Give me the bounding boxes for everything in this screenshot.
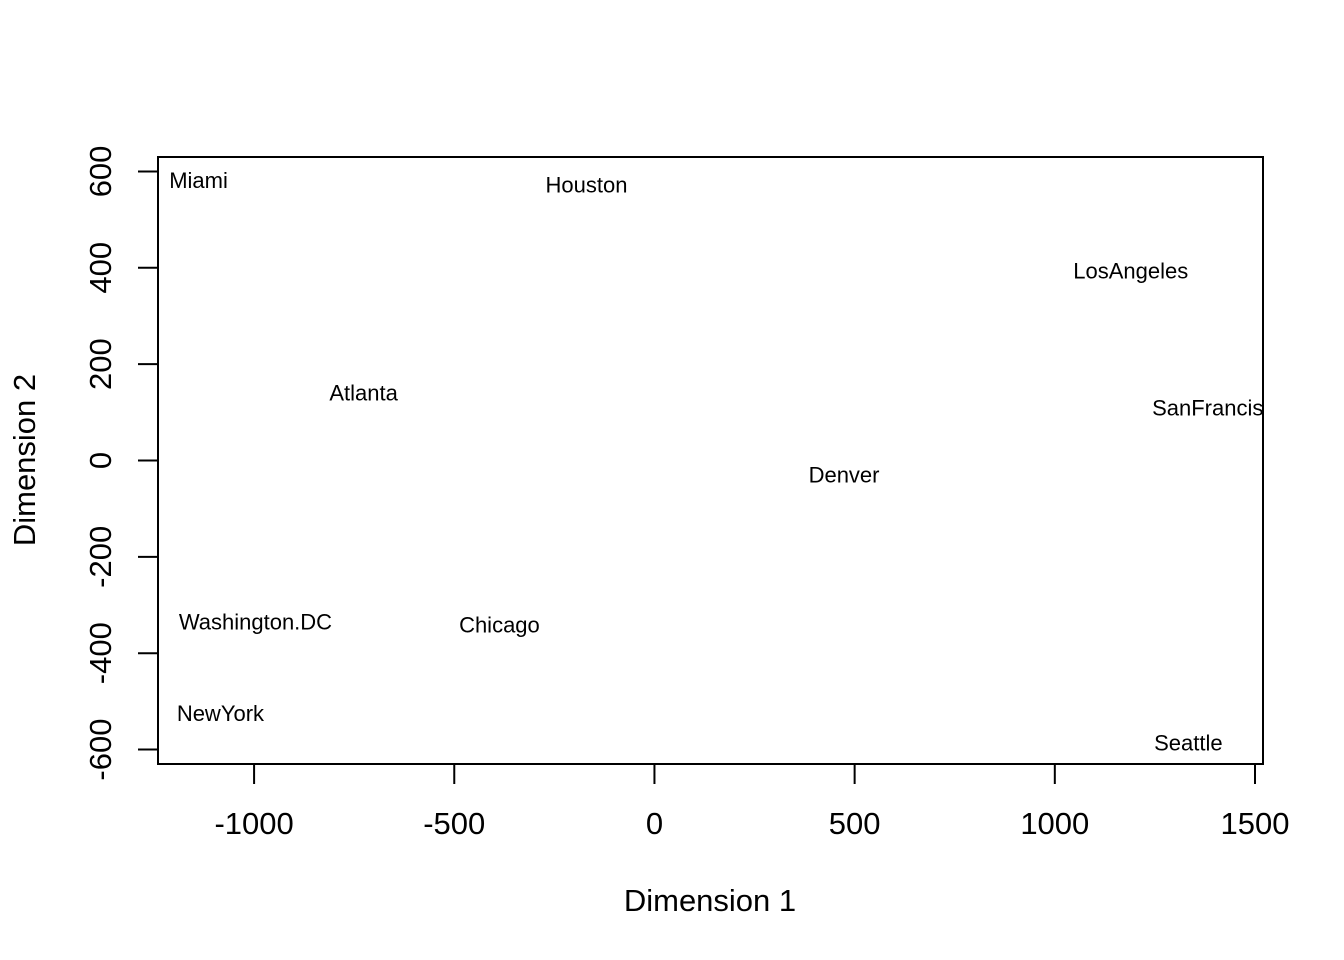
x-tick-label: 500: [829, 806, 881, 841]
plot-frame: [157, 156, 1264, 765]
y-tick-label: 400: [83, 242, 118, 294]
point-label-losangeles: LosAngeles: [1073, 259, 1188, 284]
point-labels: Miami Houston LosAngeles Atlanta SanFrancisc…: [169, 168, 1287, 755]
y-axis: -600 -400 -200 0 200 400 600: [83, 146, 159, 781]
x-axis-label: Dimension 1: [624, 883, 796, 918]
y-tick-label: 200: [83, 338, 118, 390]
x-axis: -1000 -500 0 500 1000 1500: [214, 763, 1290, 841]
y-tick-label: -200: [83, 526, 118, 588]
y-axis-label: Dimension 2: [7, 374, 42, 546]
point-label-newyork: NewYork: [177, 701, 265, 726]
point-label-miami: Miami: [169, 168, 228, 193]
point-label-sanfrancisco: SanFrancisco: [1152, 396, 1287, 421]
y-tick-label: 0: [83, 452, 118, 469]
point-label-atlanta: Atlanta: [329, 381, 398, 406]
x-tick-label: 1500: [1221, 806, 1290, 841]
point-label-seattle: Seattle: [1154, 730, 1223, 755]
point-label-washington-dc: Washington.DC: [179, 609, 332, 634]
x-tick-label: 0: [646, 806, 663, 841]
x-tick-label: -500: [423, 806, 485, 841]
point-label-houston: Houston: [546, 172, 628, 197]
x-tick-label: 1000: [1020, 806, 1089, 841]
y-tick-label: -400: [83, 622, 118, 684]
point-label-chicago: Chicago: [459, 612, 540, 637]
point-label-denver: Denver: [809, 462, 880, 487]
y-tick-label: -600: [83, 719, 118, 781]
x-tick-label: -1000: [214, 806, 293, 841]
y-tick-label: 600: [83, 146, 118, 198]
